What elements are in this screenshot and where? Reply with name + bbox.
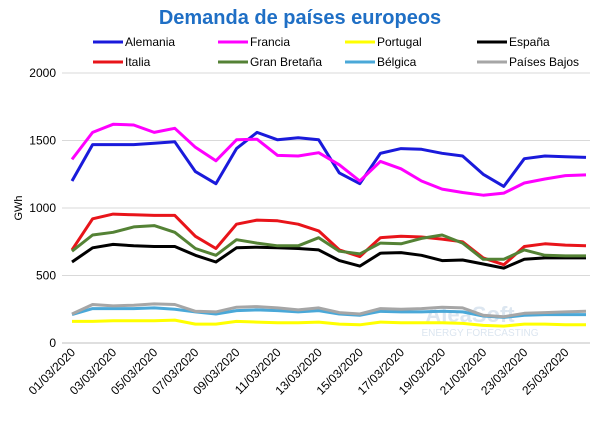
legend-label: Gran Bretaña: [250, 55, 322, 69]
legend-label: Francia: [250, 35, 290, 49]
y-tick-label: 500: [36, 269, 56, 283]
series-line: [71, 302, 587, 319]
watermark: ENERGY FORECASTING: [421, 328, 538, 339]
series-line: [72, 318, 586, 328]
series-line: [71, 224, 586, 261]
legend-label: Alemania: [125, 35, 175, 49]
chart-title: Demanda de países europeos: [159, 7, 441, 29]
legend-label: Italia: [125, 55, 151, 69]
y-tick-label: 1000: [29, 201, 56, 215]
series-line: [70, 212, 587, 267]
series-line: [70, 122, 587, 197]
y-tick-label: 1500: [29, 134, 56, 148]
legend-label: Portugal: [377, 35, 422, 49]
y-tick-label: 0: [49, 336, 56, 350]
legend-label: Bélgica: [377, 55, 417, 69]
legend-label: España: [509, 35, 550, 49]
series-line: [71, 242, 586, 270]
y-axis-label: GWh: [13, 195, 25, 220]
series-line: [70, 130, 587, 188]
y-tick-label: 2000: [29, 66, 56, 80]
legend-label: Países Bajos: [509, 55, 579, 69]
